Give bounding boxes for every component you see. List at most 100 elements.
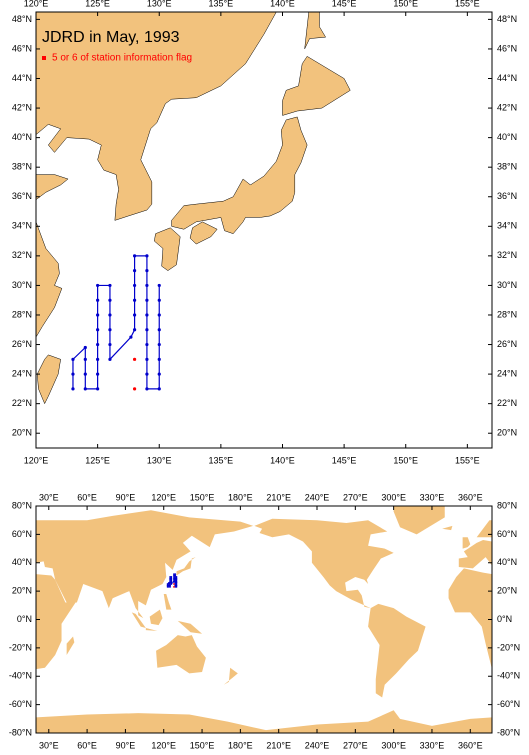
station: [169, 584, 172, 587]
station: [174, 581, 177, 584]
station: [167, 584, 170, 587]
station: [175, 578, 178, 581]
station: [166, 585, 169, 588]
station: [166, 584, 169, 587]
x-tick-label: 120°E: [24, 455, 49, 465]
y-tick-label: 36°N: [497, 191, 517, 201]
station: [108, 313, 112, 317]
station: [96, 313, 100, 317]
y-tick-label: 38°N: [497, 162, 517, 172]
y-tick-label: 40°N: [497, 132, 517, 142]
land: [171, 116, 308, 234]
y-tick-label: 30°N: [12, 280, 32, 290]
station: [170, 577, 173, 580]
y-tick-label: -40°N: [9, 671, 32, 681]
y-tick-label: 60°N: [497, 529, 517, 539]
y-tick-label: 32°N: [12, 250, 32, 260]
station: [71, 372, 75, 376]
station: [83, 387, 87, 391]
x-tick-label: 120°E: [151, 492, 176, 502]
y-tick-label: 22°N: [497, 398, 517, 408]
x-tick-label: 135°E: [209, 455, 234, 465]
x-tick-label: 240°E: [305, 492, 330, 502]
station: [157, 372, 161, 376]
station: [169, 580, 172, 583]
land: [368, 603, 426, 698]
station: [108, 357, 112, 361]
land: [393, 506, 445, 535]
station: [157, 387, 161, 391]
station: [96, 342, 100, 347]
station: [157, 313, 161, 317]
x-tick-label: 180°E: [228, 492, 253, 502]
station: [167, 585, 170, 588]
x-tick-label: 360°E: [458, 740, 483, 750]
map-frame: [35, 11, 493, 449]
x-tick-label: 90°E: [116, 492, 136, 502]
y-tick-label: 48°N: [497, 14, 517, 24]
flagged-station: [173, 583, 175, 585]
flagged-station: [132, 357, 137, 361]
station: [170, 578, 173, 581]
land: [36, 710, 492, 733]
station: [174, 578, 177, 581]
station: [96, 372, 100, 376]
y-tick-label: -60°N: [9, 699, 32, 709]
station: [173, 577, 175, 580]
x-tick-label: 30°E: [39, 740, 59, 750]
station: [175, 577, 178, 580]
land: [163, 593, 172, 610]
map: [36, 12, 351, 405]
land: [145, 628, 158, 631]
land: [176, 557, 196, 576]
land: [154, 227, 181, 271]
x-tick-label: 270°E: [343, 492, 368, 502]
legend-label: 5 or 6 of station information flag: [52, 53, 192, 64]
land: [448, 568, 492, 670]
x-tick-label: 125°E: [85, 0, 110, 8]
station: [96, 357, 100, 361]
station: [108, 283, 112, 288]
y-tick-label: 42°N: [12, 102, 32, 112]
station: [157, 357, 161, 361]
station: [174, 574, 177, 577]
y-tick-label: 40°N: [12, 557, 32, 567]
land: [458, 540, 492, 569]
station: [170, 581, 173, 584]
land: [254, 518, 394, 609]
station: [157, 298, 161, 302]
y-tick-label: 28°N: [12, 309, 32, 319]
y-tick-label: -20°N: [497, 642, 520, 652]
station: [71, 387, 75, 391]
y-tick-label: 22°N: [12, 398, 32, 408]
x-tick-label: 130°E: [147, 455, 172, 465]
station: [169, 583, 172, 585]
station: [96, 298, 100, 302]
y-tick-label: 44°N: [12, 73, 32, 83]
station: [167, 583, 170, 585]
station: [145, 313, 149, 317]
x-tick-label: 150°E: [393, 455, 418, 465]
station: [169, 577, 172, 580]
map-title: JDRD in May, 1993: [42, 29, 180, 46]
x-tick-label: 120°E: [24, 0, 49, 8]
station: [108, 298, 112, 302]
x-tick-label: 145°E: [332, 0, 357, 8]
station: [129, 335, 133, 339]
y-tick-label: 34°N: [497, 221, 517, 231]
station: [145, 387, 149, 391]
x-tick-label: 155°E: [455, 0, 480, 8]
station: [108, 328, 112, 332]
land: [189, 221, 218, 245]
station: [175, 584, 178, 587]
station: [169, 576, 172, 578]
x-tick-label: 155°E: [455, 455, 480, 465]
station: [145, 283, 149, 288]
y-tick-label: 30°N: [497, 280, 517, 290]
land: [36, 354, 61, 405]
station: [145, 269, 149, 273]
station: [166, 583, 169, 585]
station: [174, 576, 177, 578]
x-tick-label: 360°E: [458, 492, 483, 502]
